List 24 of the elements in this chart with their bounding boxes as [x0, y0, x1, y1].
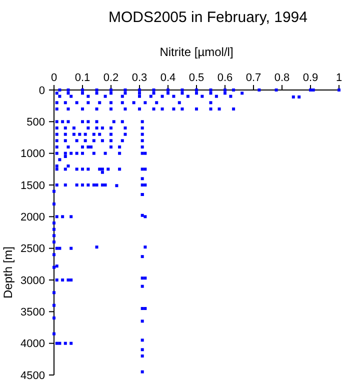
x-tick-label: 0.9 — [302, 72, 318, 84]
x-tick-label: 0 — [50, 72, 58, 84]
x-tick-label: 0.1 — [74, 72, 90, 84]
y-tick-label: 3000 — [20, 274, 45, 287]
y-tick-label: 500 — [26, 116, 45, 129]
x-tick-label: 0.7 — [246, 72, 262, 84]
y-tick-label: 2500 — [20, 243, 45, 256]
x-tick-label: 0.6 — [217, 72, 233, 84]
y-tick-label: 0 — [38, 84, 45, 97]
x-tick-label: 1 — [336, 72, 342, 84]
y-tick-label: 4000 — [20, 338, 45, 350]
x-tick-label: 0.5 — [188, 72, 204, 84]
x-axis-title: Nitrite [µmol/l] — [160, 45, 234, 59]
y-tick-label: 2000 — [20, 212, 45, 224]
y-tick-label: 4500 — [20, 370, 45, 382]
y-tick-label: 3500 — [20, 306, 45, 319]
x-tick-label: 0.2 — [103, 72, 119, 84]
y-tick-label: 1500 — [20, 180, 45, 192]
y-tick-label: 1000 — [20, 148, 45, 160]
x-tick-label: 0.8 — [274, 72, 290, 84]
x-tick-label: 0.3 — [132, 72, 148, 84]
chart-title: MODS2005 in February, 1994 — [108, 9, 308, 26]
y-axis-title: Depth [m] — [1, 246, 15, 299]
x-tick-label: 0.4 — [160, 72, 176, 84]
